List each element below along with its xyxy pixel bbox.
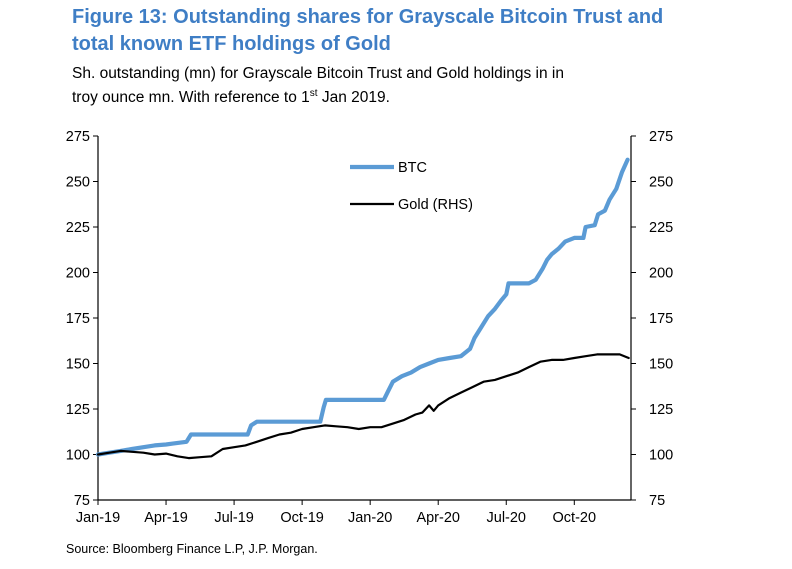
title-line-1: Figure 13: Outstanding shares for Graysc… [72, 6, 664, 28]
right-y-tick-label: 75 [649, 493, 665, 509]
left-y-tick-label: 75 [74, 493, 90, 509]
x-tick-label: Jan-20 [348, 510, 392, 526]
x-tick-label: Jul-19 [214, 510, 254, 526]
gold-series-line [96, 353, 630, 460]
x-tick-label: Jul-20 [487, 510, 527, 526]
left-y-tick-label: 100 [66, 448, 90, 464]
right-y-tick-label: 100 [649, 448, 673, 464]
subtitle-line-2-text: troy ounce mn. With reference to 1 [72, 89, 310, 106]
btc-series-line [95, 157, 630, 457]
x-tick-label: Apr-19 [144, 510, 188, 526]
chart-legend: BTC Gold (RHS) [350, 160, 473, 213]
legend-gold-label: Gold (RHS) [398, 197, 473, 213]
chart-title: Figure 13: Outstanding shares for Graysc… [72, 4, 712, 58]
source-note: Source: Bloomberg Finance L.P, J.P. Morg… [66, 542, 318, 556]
chart-axes: 75 75 100 100 125 125 150 150 175 175 200 200 225 225… [66, 129, 673, 526]
right-y-tick-label: 175 [649, 311, 673, 327]
subtitle-line-2: troy ounce mn. With reference to 1st Jan… [72, 86, 762, 110]
title-line-2: total known ETF holdings of Gold [72, 33, 391, 55]
right-y-tick-label: 150 [649, 357, 673, 373]
subtitle-line-2-end: Jan 2019. [317, 89, 390, 106]
x-tick-label: Jan-19 [76, 510, 120, 526]
chart-series [95, 157, 630, 460]
left-y-tick-label: 125 [66, 402, 90, 418]
left-y-tick-label: 225 [66, 220, 90, 236]
left-y-tick-label: 175 [66, 311, 90, 327]
x-tick-label: Apr-20 [416, 510, 460, 526]
x-tick-label: Oct-20 [553, 510, 597, 526]
right-y-tick-label: 225 [649, 220, 673, 236]
left-y-tick-label: 275 [66, 129, 90, 145]
left-y-tick-label: 250 [66, 175, 90, 191]
right-y-tick-label: 250 [649, 175, 673, 191]
left-y-tick-label: 200 [66, 266, 90, 282]
subtitle-line-1: Sh. outstanding (mn) for Grayscale Bitco… [72, 65, 564, 82]
left-y-tick-label: 150 [66, 357, 90, 373]
right-y-tick-label: 125 [649, 402, 673, 418]
chart-subtitle: Sh. outstanding (mn) for Grayscale Bitco… [72, 62, 762, 110]
subtitle-superscript: st [309, 88, 318, 99]
legend-btc-label: BTC [398, 160, 427, 176]
right-y-tick-label: 200 [649, 266, 673, 282]
right-y-tick-label: 275 [649, 129, 673, 145]
x-tick-label: Oct-19 [280, 510, 324, 526]
